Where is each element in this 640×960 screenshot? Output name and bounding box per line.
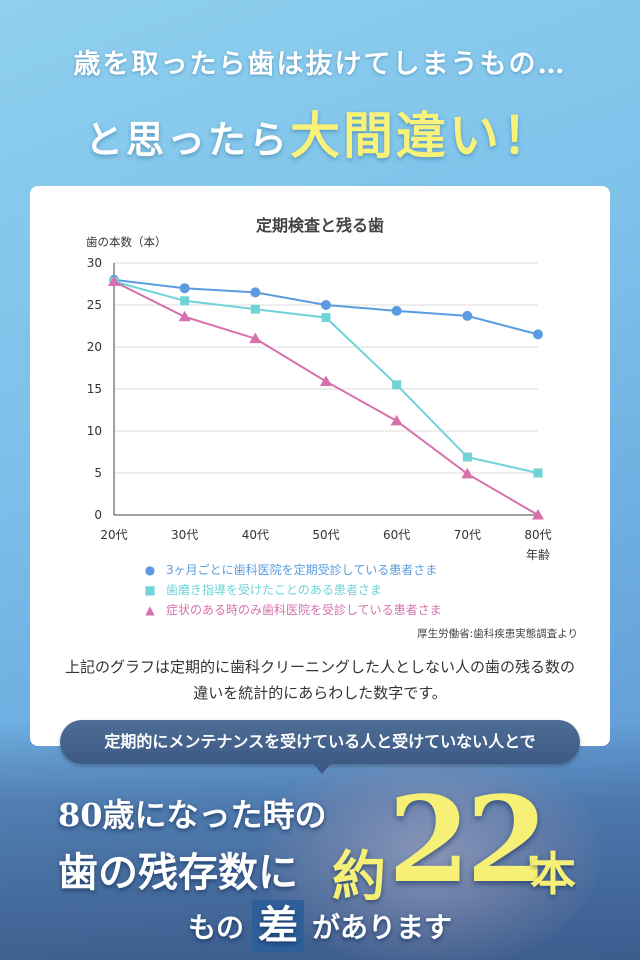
x-tick-label: 60代 <box>383 528 410 542</box>
y-axis-label: 歯の本数（本） <box>86 235 167 249</box>
headline-line1: 歳を取ったら歯は抜けてしまうもの… <box>73 49 567 80</box>
x-tick-label: 80代 <box>524 528 551 542</box>
x-tick-label: 70代 <box>454 528 481 542</box>
y-tick-label: 0 <box>94 508 102 522</box>
y-tick-label: 10 <box>87 424 102 438</box>
data-point <box>320 375 332 386</box>
result-approx: 約 <box>332 844 386 908</box>
data-point <box>180 296 190 306</box>
result-prefix: もの <box>187 911 244 944</box>
chart-description: 上記のグラフは定期的に歯科クリーニングした人としない人の歯の残る数の違いを統計的… <box>64 658 575 702</box>
data-point <box>178 310 191 322</box>
y-tick-label: 25 <box>87 298 102 312</box>
legend-item-brushing: ■ 歯磨き指導を受けたことのある患者さま <box>142 580 442 600</box>
comparison-banner: 定期的にメンテナンスを受けている人と受けていない人とで <box>60 720 580 764</box>
data-point <box>392 380 402 390</box>
data-point <box>462 452 472 462</box>
y-tick-label: 20 <box>87 340 102 354</box>
x-tick-label: 50代 <box>312 528 339 542</box>
x-axis-label: 年齢 <box>526 547 550 562</box>
data-point <box>391 305 402 316</box>
result-line1: 80歳になった時の <box>58 796 327 834</box>
data-point <box>321 300 331 310</box>
data-point <box>321 313 331 323</box>
legend-label: 歯磨き指導を受けたことのある患者さま <box>166 583 382 597</box>
result-unit: 本 <box>530 847 576 901</box>
circle-marker-icon: ● <box>144 563 156 577</box>
result-line2: 歯の残存数に <box>58 849 298 896</box>
chart-title: 定期検査と残る歯 <box>255 216 384 235</box>
headline-highlight: 大間違い！ <box>290 106 555 165</box>
data-point <box>249 332 262 344</box>
data-point <box>461 467 474 479</box>
y-tick-label: 15 <box>87 382 102 396</box>
legend-label: 3ヶ月ごとに歯科医院を定期受診している患者さま <box>166 563 438 577</box>
data-point <box>533 468 543 478</box>
legend-item-symptom: ▲ 症状のある時のみ歯科医院を受診している患者さま <box>142 600 442 620</box>
data-point <box>108 275 120 286</box>
data-point <box>533 329 543 340</box>
x-tick-label: 40代 <box>242 528 269 542</box>
difference-box: 差 <box>252 900 304 952</box>
square-marker-icon: ■ <box>144 583 156 597</box>
data-point <box>250 287 261 298</box>
data-point <box>532 509 544 520</box>
headline-line2: と思ったら大間違い！ <box>0 96 640 168</box>
result-line3: もの差があります <box>0 900 640 952</box>
x-tick-label: 30代 <box>171 528 198 542</box>
data-point <box>390 414 403 426</box>
smiling-person-photo <box>260 740 600 960</box>
legend-label: 症状のある時のみ歯科医院を受診している患者さま <box>166 603 442 617</box>
legend-item-regular: ● 3ヶ月ごとに歯科医院を定期受診している患者さま <box>142 560 442 580</box>
triangle-marker-icon: ▲ <box>145 603 155 617</box>
result-suffix: があります <box>312 911 453 944</box>
data-point <box>462 310 473 321</box>
banner-pointer <box>312 762 332 774</box>
x-tick-label: 20代 <box>100 528 127 542</box>
data-point <box>250 304 260 314</box>
y-tick-label: 30 <box>87 256 102 270</box>
chart-source: 厚生労働省:歯科疾患実態調査より <box>417 628 578 640</box>
chart-card: 定期検査と残る歯 歯の本数（本） 30 25 20 15 10 5 0 20代 30代 40代 50… <box>30 186 610 746</box>
result-number: 22 <box>388 770 548 909</box>
chart-legend: ● 3ヶ月ごとに歯科医院を定期受診している患者さま ■ 歯磨き指導を受けたことの… <box>142 560 442 620</box>
data-point <box>179 283 190 294</box>
y-tick-label: 5 <box>94 466 102 480</box>
headline-prefix: と思ったら <box>84 117 290 162</box>
